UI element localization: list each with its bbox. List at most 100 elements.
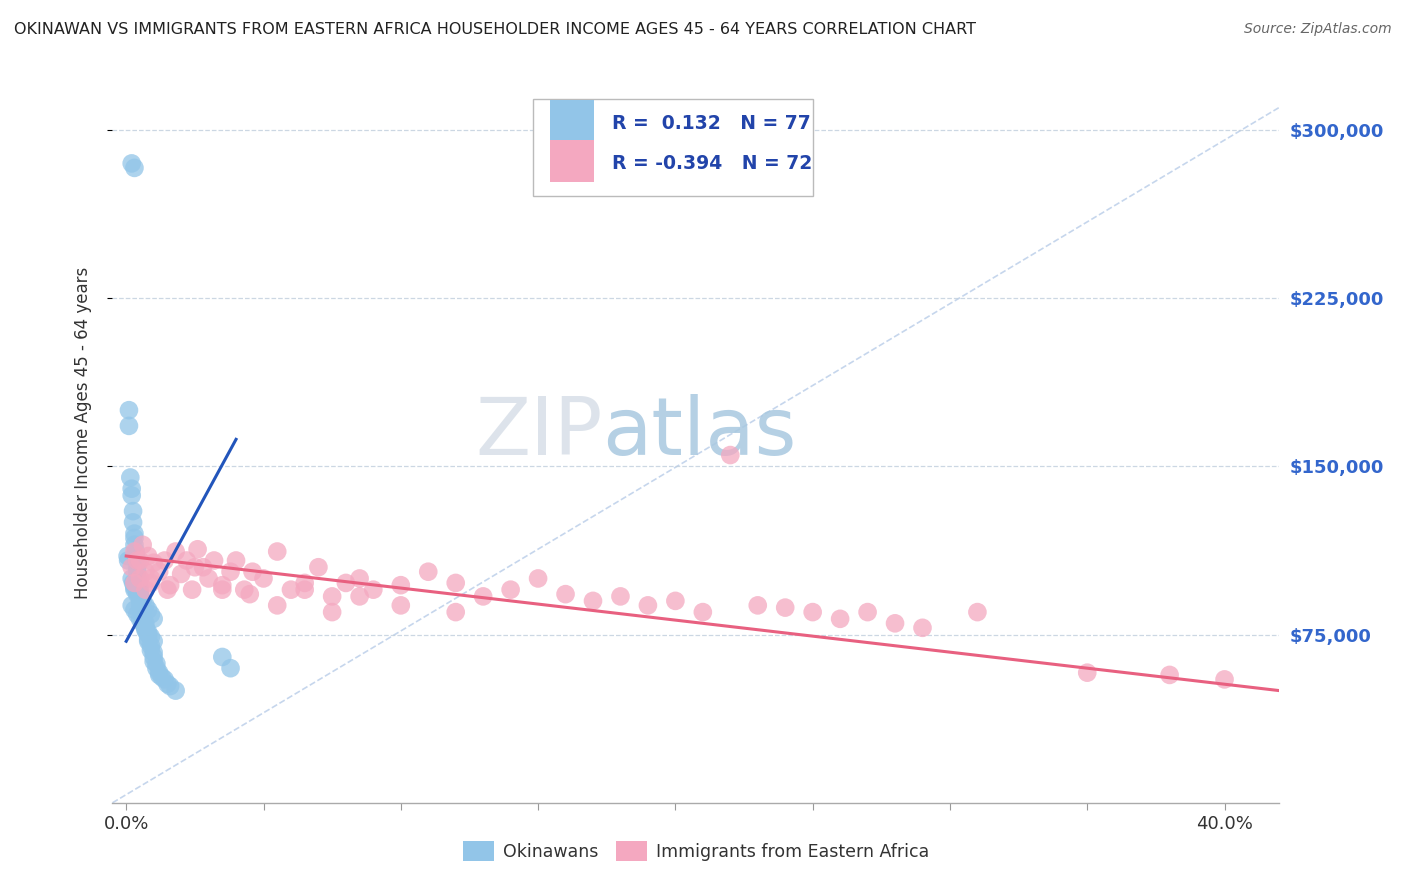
- Point: [307, 560, 329, 574]
- Point: [692, 605, 714, 619]
- Point: [266, 544, 288, 558]
- Point: [184, 560, 207, 574]
- Point: [131, 609, 153, 624]
- Point: [134, 621, 156, 635]
- Point: [121, 488, 143, 502]
- Point: [124, 544, 146, 558]
- Point: [159, 679, 181, 693]
- Point: [128, 576, 150, 591]
- Point: [142, 634, 165, 648]
- Point: [389, 599, 412, 613]
- Point: [139, 630, 162, 644]
- Point: [181, 582, 204, 597]
- Point: [139, 571, 162, 585]
- Point: [127, 585, 149, 599]
- Y-axis label: Householder Income Ages 45 - 64 years: Householder Income Ages 45 - 64 years: [73, 267, 91, 599]
- Point: [127, 607, 149, 622]
- Point: [280, 582, 302, 597]
- Point: [148, 665, 170, 680]
- Point: [239, 587, 262, 601]
- FancyBboxPatch shape: [550, 100, 595, 143]
- Legend: Okinawans, Immigrants from Eastern Africa: Okinawans, Immigrants from Eastern Afric…: [456, 834, 936, 868]
- Point: [117, 553, 139, 567]
- Point: [128, 582, 150, 597]
- Point: [145, 661, 167, 675]
- Point: [418, 565, 440, 579]
- Point: [142, 645, 165, 659]
- Point: [145, 657, 167, 671]
- Point: [127, 565, 149, 579]
- Point: [219, 661, 242, 675]
- Point: [294, 582, 316, 597]
- Point: [134, 623, 156, 637]
- Point: [472, 590, 495, 604]
- Point: [122, 504, 145, 518]
- Point: [121, 156, 143, 170]
- Point: [129, 553, 152, 567]
- Point: [129, 571, 152, 585]
- Point: [136, 603, 159, 617]
- Point: [444, 576, 467, 591]
- Point: [266, 599, 288, 613]
- Point: [136, 634, 159, 648]
- Point: [124, 161, 146, 175]
- Point: [118, 418, 141, 433]
- Point: [131, 600, 153, 615]
- Point: [118, 403, 141, 417]
- Point: [830, 612, 852, 626]
- Point: [197, 571, 219, 585]
- Point: [389, 578, 412, 592]
- Point: [124, 582, 146, 597]
- Text: atlas: atlas: [603, 393, 797, 472]
- Point: [242, 565, 264, 579]
- FancyBboxPatch shape: [533, 99, 813, 195]
- Point: [321, 605, 343, 619]
- FancyBboxPatch shape: [550, 140, 595, 182]
- Point: [124, 603, 146, 617]
- Point: [142, 655, 165, 669]
- Point: [170, 566, 193, 581]
- Point: [131, 538, 153, 552]
- Point: [127, 553, 149, 567]
- Point: [129, 594, 152, 608]
- Point: [127, 560, 149, 574]
- Point: [176, 553, 198, 567]
- Point: [136, 625, 159, 640]
- Point: [122, 576, 145, 591]
- Point: [121, 599, 143, 613]
- Point: [1159, 668, 1181, 682]
- Point: [131, 616, 153, 631]
- Point: [159, 578, 181, 592]
- Point: [134, 621, 156, 635]
- Point: [554, 587, 576, 601]
- Point: [129, 587, 152, 601]
- Point: [884, 616, 907, 631]
- Point: [225, 553, 247, 567]
- Point: [122, 516, 145, 530]
- Point: [1076, 665, 1098, 680]
- Point: [124, 531, 146, 545]
- Point: [211, 578, 233, 592]
- Text: R = -0.394   N = 72: R = -0.394 N = 72: [612, 154, 813, 173]
- Point: [131, 605, 153, 619]
- Point: [135, 625, 157, 640]
- Point: [153, 673, 176, 687]
- Point: [191, 560, 214, 574]
- Point: [139, 576, 162, 591]
- Point: [1213, 673, 1236, 687]
- Point: [127, 587, 149, 601]
- Point: [165, 683, 187, 698]
- Text: Source: ZipAtlas.com: Source: ZipAtlas.com: [1244, 22, 1392, 37]
- Point: [142, 650, 165, 665]
- Point: [527, 571, 550, 585]
- Point: [129, 590, 152, 604]
- Point: [139, 639, 162, 653]
- Point: [136, 549, 159, 563]
- Point: [124, 526, 146, 541]
- Point: [294, 576, 316, 591]
- Point: [129, 599, 152, 613]
- Point: [131, 612, 153, 626]
- Point: [139, 607, 162, 622]
- Point: [444, 605, 467, 619]
- Point: [499, 582, 522, 597]
